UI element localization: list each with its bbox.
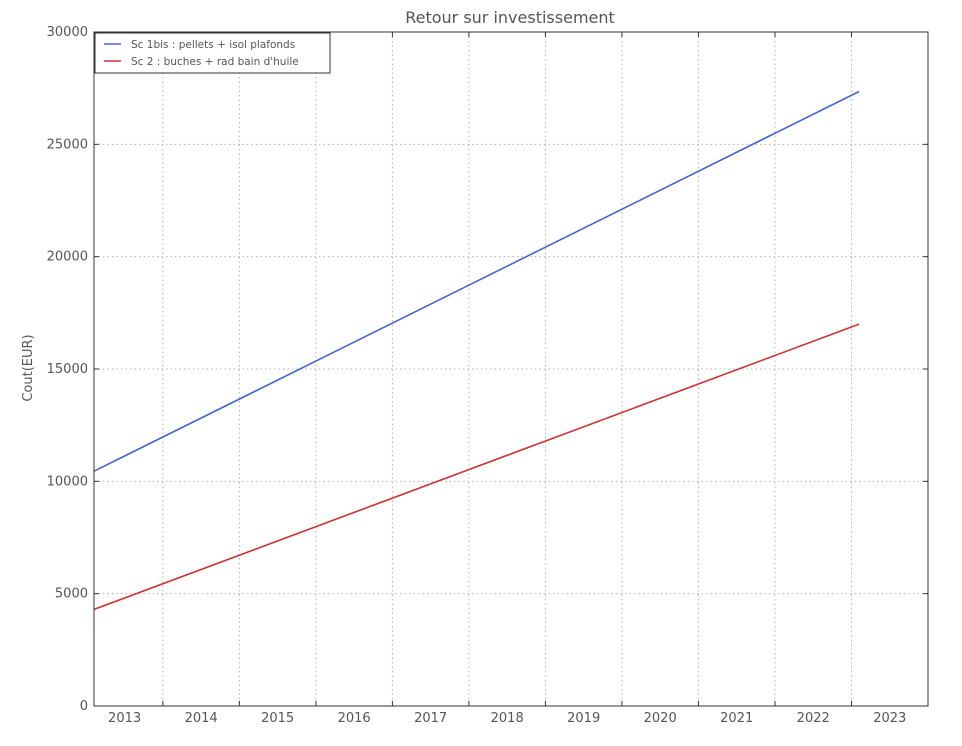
y-axis-label: Cout(EUR) xyxy=(21,334,36,401)
x-tick-label: 2014 xyxy=(185,711,218,726)
y-tick-label: 0 xyxy=(80,699,88,714)
x-tick-label: 2013 xyxy=(108,711,141,726)
x-tick-label: 2015 xyxy=(261,711,294,726)
x-tick-label: 2023 xyxy=(873,711,906,726)
legend: Sc 1bis : pellets + isol plafonds Sc 2 : … xyxy=(94,32,331,74)
legend-box xyxy=(94,32,331,74)
y-tick-label: 20000 xyxy=(47,250,88,265)
series-lines xyxy=(93,90,860,611)
series-line-1 xyxy=(93,90,860,472)
legend-label-2: Sc 2 : buches + rad bain d'huile xyxy=(131,56,299,68)
y-tick-label: 25000 xyxy=(47,137,88,152)
x-tick-label: 2018 xyxy=(491,711,524,726)
axis-ticks: 2013 2014 2015 2016 2017 2018 2019 2020 2021 2022… xyxy=(47,25,928,726)
x-tick-label: 2022 xyxy=(797,711,830,726)
y-tick-label: 10000 xyxy=(47,474,88,489)
chart-title: Retour sur investissement xyxy=(405,8,615,27)
x-tick-label: 2021 xyxy=(720,711,753,726)
y-tick-label: 15000 xyxy=(47,362,88,377)
series-line-2 xyxy=(93,323,860,611)
y-tick-label: 30000 xyxy=(47,25,88,40)
x-tick-label: 2020 xyxy=(644,711,677,726)
x-tick-label: 2017 xyxy=(414,711,447,726)
x-tick-label: 2019 xyxy=(567,711,600,726)
x-tick-label: 2016 xyxy=(338,711,371,726)
legend-label-1: Sc 1bis : pellets + isol plafonds xyxy=(131,39,295,51)
y-tick-label: 5000 xyxy=(55,587,88,602)
